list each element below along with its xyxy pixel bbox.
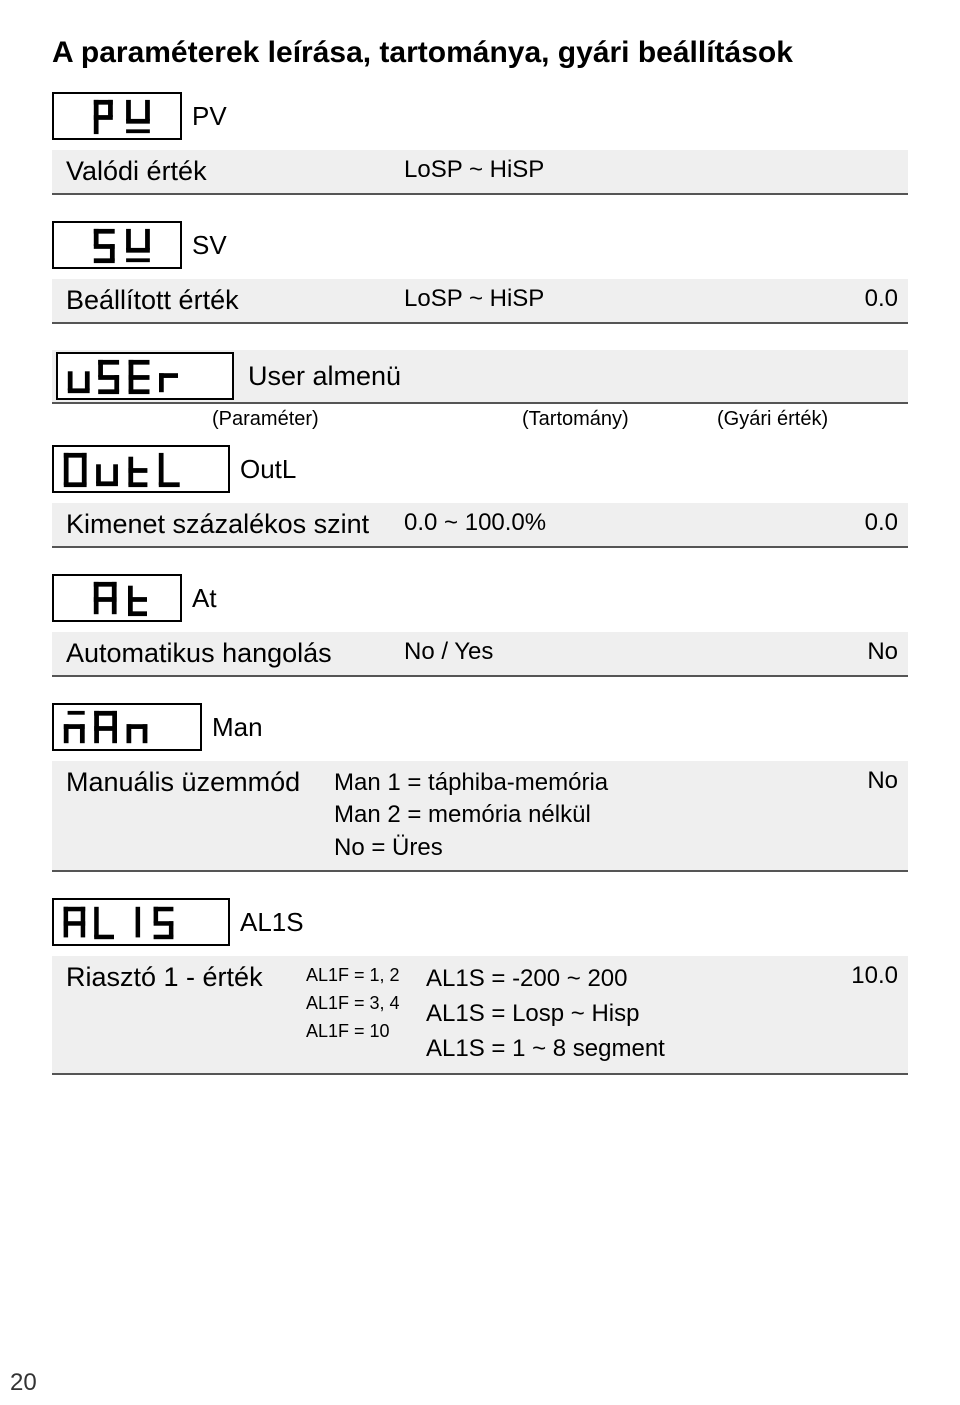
legend-default: (Gyári érték) [717,408,877,431]
al1s-v1: AL1S = -200 ~ 200 [426,962,818,997]
al1s-v3: AL1S = 1 ~ 8 segment [426,1032,818,1067]
at-range: No / Yes [396,638,808,666]
page-title: A paraméterek leírása, tartománya, gyári… [52,36,908,70]
pv-row: Valódi érték LoSP ~ HiSP [52,150,908,195]
user-menu-title: User almenü [248,361,401,392]
outl-range: 0.0 ~ 100.0% [396,509,808,537]
al1s-segment-box [52,898,230,946]
at-segment-box [52,574,182,622]
user-segment-svg [64,358,226,396]
user-submenu-head: User almenü [52,350,908,404]
pv-display-group: PV [52,92,908,140]
man-opt2: Man 2 = memória nélkül [334,799,808,831]
al1s-label: AL1S [240,907,304,938]
legend-param: (Paraméter) [212,408,522,431]
al1s-values: AL1S = -200 ~ 200 AL1S = Losp ~ Hisp AL1… [426,962,818,1066]
al1s-c3: AL1F = 10 [306,1018,426,1046]
at-segment-svg [90,580,174,618]
man-display-group: Man [52,703,908,751]
al1s-default: 10.0 [818,962,898,990]
man-label: Man [212,712,263,743]
outl-display-group: OutL [52,445,908,493]
user-segment-box [56,352,234,400]
man-options: Man 1 = táphiba-memória Man 2 = memória … [326,767,808,864]
man-default: No [808,767,898,795]
al1s-segment-svg [60,904,222,942]
outl-default: 0.0 [808,509,898,537]
sv-segment-svg [90,227,174,265]
pv-segment-svg [90,98,174,136]
outl-row: Kimenet százalékos szint 0.0 ~ 100.0% 0.… [52,503,908,548]
al1s-display-group: AL1S [52,898,908,946]
sv-desc: Beállított érték [66,285,396,316]
al1s-c1: AL1F = 1, 2 [306,962,426,990]
sv-display-group: SV [52,221,908,269]
page-number: 20 [10,1369,37,1397]
at-label: At [192,583,217,614]
al1s-row: Riasztó 1 - érték AL1F = 1, 2 AL1F = 3, … [52,956,908,1074]
man-segment-svg [60,709,193,747]
outl-label: OutL [240,454,296,485]
at-row: Automatikus hangolás No / Yes No [52,632,908,677]
at-default: No [808,638,898,666]
pv-label: PV [192,101,227,132]
al1s-conditions: AL1F = 1, 2 AL1F = 3, 4 AL1F = 10 [306,962,426,1046]
at-desc: Automatikus hangolás [66,638,396,669]
pv-range: LoSP ~ HiSP [396,156,808,184]
outl-segment-box [52,445,230,493]
pv-segment-box [52,92,182,140]
legend-range: (Tartomány) [522,408,717,431]
at-display-group: At [52,574,908,622]
legend-row: (Paraméter) (Tartomány) (Gyári érték) [52,406,908,445]
al1s-v2: AL1S = Losp ~ Hisp [426,997,818,1032]
man-row: Manuális üzemmód Man 1 = táphiba-memória… [52,761,908,872]
sv-default: 0.0 [808,285,898,313]
outl-desc: Kimenet százalékos szint [66,509,396,540]
outl-segment-svg [60,451,222,489]
man-opt1: Man 1 = táphiba-memória [334,767,808,799]
sv-segment-box [52,221,182,269]
sv-range: LoSP ~ HiSP [396,285,808,313]
man-desc: Manuális üzemmód [66,767,326,798]
sv-label: SV [192,230,227,261]
man-segment-box [52,703,202,751]
pv-desc: Valódi érték [66,156,396,187]
al1s-desc: Riasztó 1 - érték [66,962,306,993]
man-opt3: No = Üres [334,832,808,864]
sv-row: Beállított érték LoSP ~ HiSP 0.0 [52,279,908,324]
al1s-c2: AL1F = 3, 4 [306,990,426,1018]
